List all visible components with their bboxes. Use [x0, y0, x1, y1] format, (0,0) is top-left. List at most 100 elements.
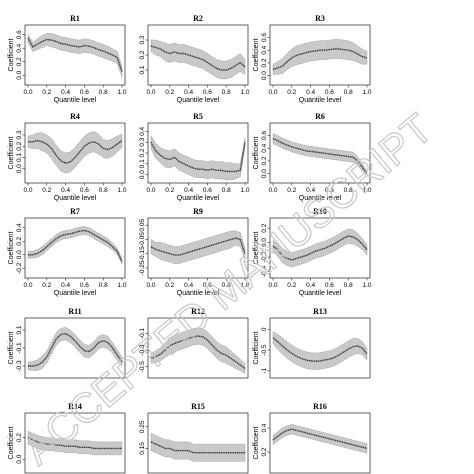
coefficient-line [150, 237, 246, 256]
y-axis-label: Coefficient [253, 426, 260, 459]
confidence-band [27, 33, 123, 78]
panel-title: R16 [313, 402, 327, 411]
x-tick-label: 0.4 [61, 187, 70, 194]
x-tick-label: 0.0 [23, 187, 32, 194]
y-tick-label: 0.4 [261, 423, 268, 432]
x-tick-label: 0.4 [184, 282, 193, 289]
x-tick-label: 0.2 [42, 89, 51, 96]
confidence-band [150, 230, 246, 264]
panel-title: R3 [315, 14, 325, 23]
y-axis-label: Coefficient [253, 231, 260, 264]
plot-frame [147, 217, 249, 279]
y-tick-label: 0.2 [139, 50, 146, 59]
x-tick-label: 1.0 [117, 89, 126, 96]
x-tick-label: 0.8 [99, 89, 108, 96]
panel-r6: R60.0 0.2 0.4 0.6 0.8 1.00.00.20.40.6Quantile… [253, 112, 372, 202]
x-tick-label: 1.0 [240, 187, 249, 194]
x-tick-label: 1.0 [362, 282, 371, 289]
plot-frame [147, 317, 249, 379]
y-tick-label: -0.2 [261, 251, 268, 263]
confidence-band [27, 327, 123, 371]
y-tick-label: -0.25 [139, 260, 146, 275]
x-tick-label: 0.6 [325, 187, 334, 194]
panel-title: R10 [313, 207, 327, 216]
x-tick-label: 0.6 [203, 89, 212, 96]
confidence-band [150, 134, 246, 181]
x-tick-label: 0.4 [306, 89, 315, 96]
x-tick-label: 0.4 [306, 282, 315, 289]
x-tick-label: 0.2 [165, 89, 174, 96]
panel-r12: R12 -0.5 -0.3 -0.1 [139, 307, 249, 379]
x-axis-label: Quantile level [54, 195, 97, 202]
y-tick-label: 0.4 [139, 127, 146, 136]
coefficient-line [272, 138, 368, 175]
y-tick-label: 0.0 [139, 170, 146, 179]
x-tick-label: 0.0 [23, 282, 32, 289]
coefficient-line [272, 48, 368, 70]
coefficient-line [28, 332, 123, 367]
y-tick-label: 0.4 [16, 43, 23, 52]
panel-title: R5 [193, 112, 203, 121]
x-axis-label: Quantile level [54, 290, 97, 297]
y-tick-label: 0.4 [261, 45, 268, 54]
y-tick-label: 0.6 [16, 30, 23, 39]
x-tick-label: 0.0 [146, 282, 155, 289]
x-tick-label: 0.4 [61, 282, 70, 289]
coefficient-line [27, 436, 122, 450]
panel-title: R9 [193, 207, 203, 216]
x-tick-label: 0.8 [344, 89, 353, 96]
x-tick-label: 0.4 [306, 187, 315, 194]
y-tick-label: 0.0 [261, 71, 268, 80]
coefficient-line [150, 335, 246, 369]
x-tick-label: 0.6 [80, 187, 89, 194]
y-tick-label: 0.1 [16, 153, 23, 162]
y-tick-label: 0.1 [139, 159, 146, 168]
y-tick-label: -1 [261, 368, 268, 374]
y-tick-label: -0.3 [16, 360, 23, 372]
y-tick-label: 0.4 [261, 143, 268, 152]
plot-frame [269, 217, 371, 279]
panel-title: R6 [315, 112, 325, 121]
confidence-band [272, 424, 368, 454]
coefficient-line [272, 235, 368, 261]
y-tick-label: 0.4 [16, 223, 23, 232]
y-tick-label: 0.0 [261, 238, 268, 247]
x-tick-label: 0.2 [42, 282, 51, 289]
y-tick-label: 0.3 [139, 35, 146, 44]
y-axis-label: Coefficient [8, 136, 15, 169]
y-tick-label: 0.2 [261, 58, 268, 67]
y-tick-label: -0.2 [16, 262, 23, 274]
panel-r1: R10.0 0.2 0.4 0.6 0.8 1.00.00.20.40.6Quantile… [8, 14, 127, 104]
y-tick-label: -0.4 [261, 265, 268, 277]
y-tick-label: 0.0 [16, 70, 23, 79]
y-tick-label: -0.15 [139, 246, 146, 261]
x-tick-label: 0.0 [268, 187, 277, 194]
x-tick-label: 0.8 [344, 282, 353, 289]
confidence-band [272, 133, 368, 178]
y-tick-label: 0.15 [139, 442, 146, 455]
x-tick-label: 0.6 [203, 187, 212, 194]
x-tick-label: 0.2 [287, 187, 296, 194]
confidence-band [27, 226, 123, 265]
x-tick-label: 0.4 [61, 89, 70, 96]
y-tick-label: 0.0 [16, 164, 23, 173]
x-tick-label: 0.0 [23, 89, 32, 96]
x-tick-label: 1.0 [240, 282, 249, 289]
y-tick-label: 0.1 [16, 325, 23, 334]
plot-frame [269, 122, 371, 184]
y-tick-label: 0.2 [261, 447, 268, 456]
plot-frame [24, 24, 126, 86]
x-tick-label: 0.2 [287, 282, 296, 289]
y-tick-label: 0.0 [261, 169, 268, 178]
x-tick-label: 1.0 [117, 282, 126, 289]
y-tick-label: 0.2 [16, 57, 23, 66]
y-axis-label: Coefficient [8, 38, 15, 71]
x-axis-label: Quantile level [177, 290, 220, 297]
y-tick-label: -0.1 [139, 327, 146, 339]
plot-frame [24, 122, 126, 184]
x-tick-label: 0.6 [325, 282, 334, 289]
coefficient-line [28, 139, 123, 164]
y-tick-label: -0.5 [261, 344, 268, 356]
